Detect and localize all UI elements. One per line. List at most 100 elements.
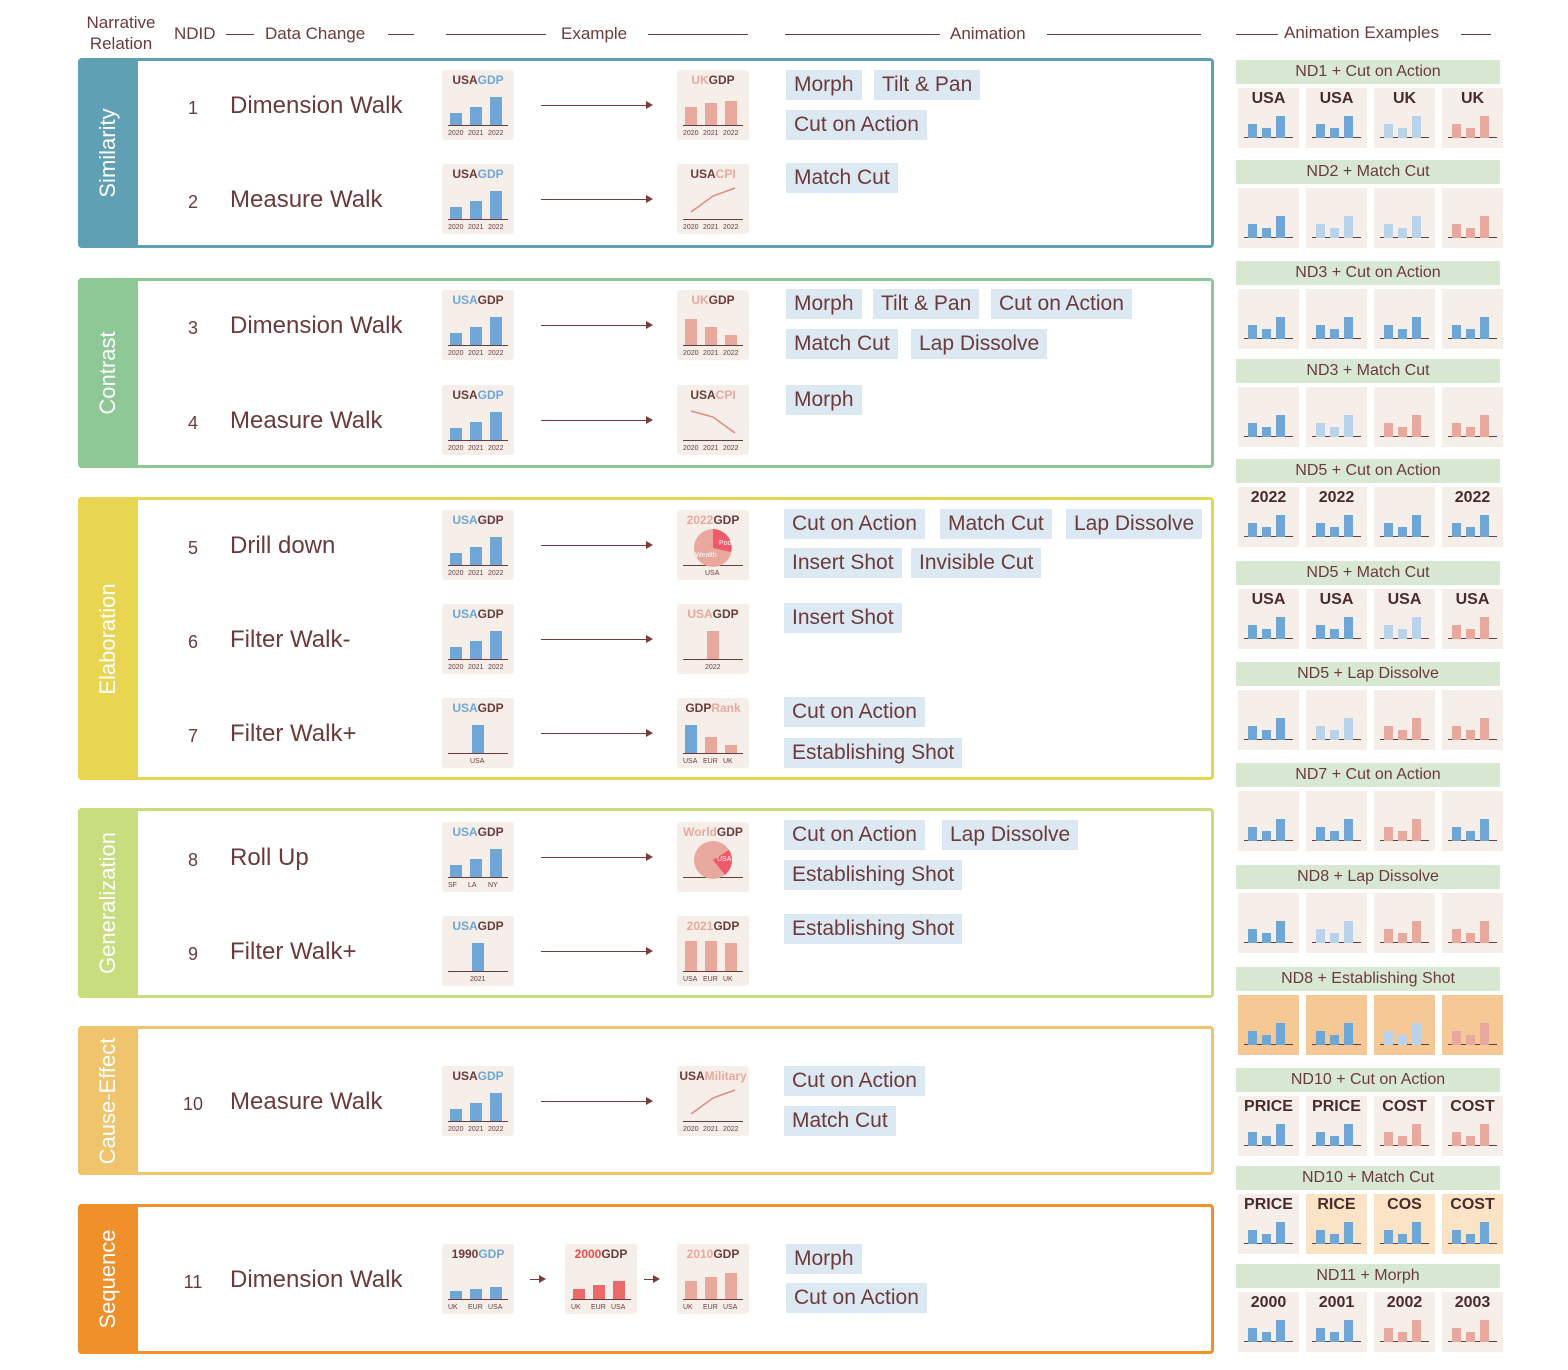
example-tile — [1442, 690, 1503, 750]
example-tile-bar — [1412, 1124, 1421, 1146]
example-tile — [1442, 791, 1503, 851]
animation-chip[interactable]: Lap Dissolve — [942, 820, 1079, 850]
thumbnail-x-label: 2020 — [683, 350, 699, 357]
header-rule — [785, 34, 940, 35]
thumbnail-x-label: 2020 — [448, 1126, 464, 1133]
flow-arrow — [541, 101, 653, 109]
thumbnail-title-dimension: 2022 — [686, 513, 714, 527]
example-tile-bar — [1330, 1332, 1339, 1342]
thumbnail-x-label: 2021 — [468, 224, 484, 231]
table-row: 6 Filter Walk- — [78, 604, 1214, 676]
thumbnail-bar — [450, 207, 462, 219]
example-tile-bar — [1276, 317, 1285, 339]
example-tile-bar — [1452, 124, 1461, 138]
animation-chip[interactable]: Match Cut — [786, 163, 898, 193]
example-tile-label: 2002 — [1386, 1294, 1423, 1311]
ndid-cell: 5 — [187, 538, 198, 558]
ndid-cell: 1 — [187, 98, 198, 118]
example-tile-bar — [1316, 523, 1325, 537]
example-tile-bar — [1398, 933, 1407, 943]
thumbnail-bar — [450, 333, 462, 345]
animation-chip[interactable]: Lap Dissolve — [1066, 509, 1203, 539]
animation-chip[interactable]: Tilt & Pan — [874, 70, 981, 100]
thumbnail-title: 2010GDP — [677, 1247, 749, 1261]
example-thumbnail: 1990GDP UK EUR USA — [442, 1244, 514, 1314]
example-tile — [1374, 487, 1435, 547]
thumbnail-axis — [683, 219, 743, 220]
animation-chip[interactable]: Cut on Action — [786, 1283, 927, 1313]
example-title: ND10 + Cut on Action — [1236, 1068, 1500, 1092]
example-tile-bar — [1480, 1023, 1489, 1045]
example-tile: USA — [1442, 589, 1503, 649]
example-tile-bar — [1398, 1136, 1407, 1146]
animation-chip[interactable]: Match Cut — [786, 329, 898, 359]
example-tile — [1306, 289, 1367, 349]
example-thumbnail: 2000GDP UK EUR USA — [565, 1244, 637, 1314]
thumbnail-title-dimension: USA — [452, 513, 478, 527]
animation-chip[interactable]: Morph — [786, 289, 862, 319]
example-tile — [1306, 893, 1367, 953]
thumbnail-x-label: 2020 — [683, 130, 699, 137]
thumbnail-title-dimension: UK — [691, 293, 709, 307]
thumbnail-title: USAGDP — [442, 388, 514, 402]
animation-chip[interactable]: Insert Shot — [784, 548, 902, 578]
table-row: 10 Measure Walk — [78, 1066, 1214, 1138]
header-rule — [446, 34, 546, 35]
table-row: 9 Filter Walk+ — [78, 916, 1214, 988]
thumbnail-title-dimension: 1990 — [451, 1247, 479, 1261]
thumbnail-x-label: 2021 — [468, 130, 484, 137]
example-tile-bar — [1276, 1023, 1285, 1045]
animation-chip[interactable]: Cut on Action — [784, 820, 925, 850]
animation-chip[interactable]: Morph — [786, 385, 862, 415]
example-tile-bar — [1452, 1230, 1461, 1244]
animation-chip[interactable]: Morph — [786, 1244, 862, 1274]
animation-chip[interactable]: Establishing Shot — [784, 860, 963, 890]
thumbnail-bar — [725, 943, 737, 971]
thumbnail-line — [690, 410, 736, 434]
animation-chip[interactable]: Cut on Action — [786, 110, 927, 140]
example-title: ND7 + Cut on Action — [1236, 763, 1500, 787]
animation-chip[interactable]: Morph — [786, 70, 862, 100]
animation-chip[interactable]: Match Cut — [940, 509, 1052, 539]
thumbnail-bar — [470, 547, 482, 565]
header-data-change: Data Change — [265, 24, 366, 43]
thumbnail-x-label: USA — [705, 570, 720, 577]
thumbnail-title-measure: GDP — [477, 513, 504, 527]
animation-chip[interactable]: Cut on Action — [784, 1066, 925, 1096]
example-thumbnail: 2022GDP Poor Wealth USA — [677, 510, 749, 580]
animation-chip[interactable]: Cut on Action — [991, 289, 1132, 319]
animation-chip[interactable]: Insert Shot — [784, 603, 902, 633]
thumbnail-title: USAGDP — [442, 513, 514, 527]
header-example: Example — [561, 24, 628, 43]
animation-chip[interactable]: Cut on Action — [784, 509, 925, 539]
thumbnail-title: UKGDP — [677, 73, 749, 87]
example-tile — [1374, 791, 1435, 851]
thumbnail-x-label: USA — [723, 1304, 738, 1311]
thumbnail-bar — [472, 725, 484, 753]
example-tile-label: USA — [1387, 591, 1422, 608]
thumbnail-bar — [725, 335, 737, 345]
example-tile-bar — [1412, 819, 1421, 841]
example-tile-bar — [1330, 427, 1339, 437]
thumbnail-x-label: 2022 — [488, 350, 504, 357]
thumbnail-bar — [705, 103, 717, 125]
thumbnail-title: USAMilitary — [677, 1069, 749, 1083]
example-tile-label: USA — [1319, 591, 1354, 608]
example-tile-bar — [1480, 1222, 1489, 1244]
animation-chip[interactable]: Establishing Shot — [784, 914, 963, 944]
animation-chip[interactable]: Establishing Shot — [784, 738, 963, 768]
thumbnail-bar — [450, 553, 462, 565]
animation-chip[interactable]: Invisible Cut — [911, 548, 1042, 578]
animation-chip[interactable]: Lap Dissolve — [911, 329, 1048, 359]
thumbnail-axis — [683, 659, 743, 660]
thumbnail-x-label: USA — [470, 758, 485, 765]
example-tile-bar — [1262, 831, 1271, 841]
animation-chip[interactable]: Match Cut — [784, 1106, 896, 1136]
animation-chip[interactable]: Cut on Action — [784, 697, 925, 727]
thumbnail-x-label: 2020 — [448, 570, 464, 577]
example-title: ND3 + Cut on Action — [1236, 261, 1500, 285]
example-thumbnail: USAGDP 2021 — [442, 916, 514, 986]
example-tile: USA — [1306, 88, 1367, 148]
example-tile-bar — [1248, 726, 1257, 740]
animation-chip[interactable]: Tilt & Pan — [873, 289, 980, 319]
